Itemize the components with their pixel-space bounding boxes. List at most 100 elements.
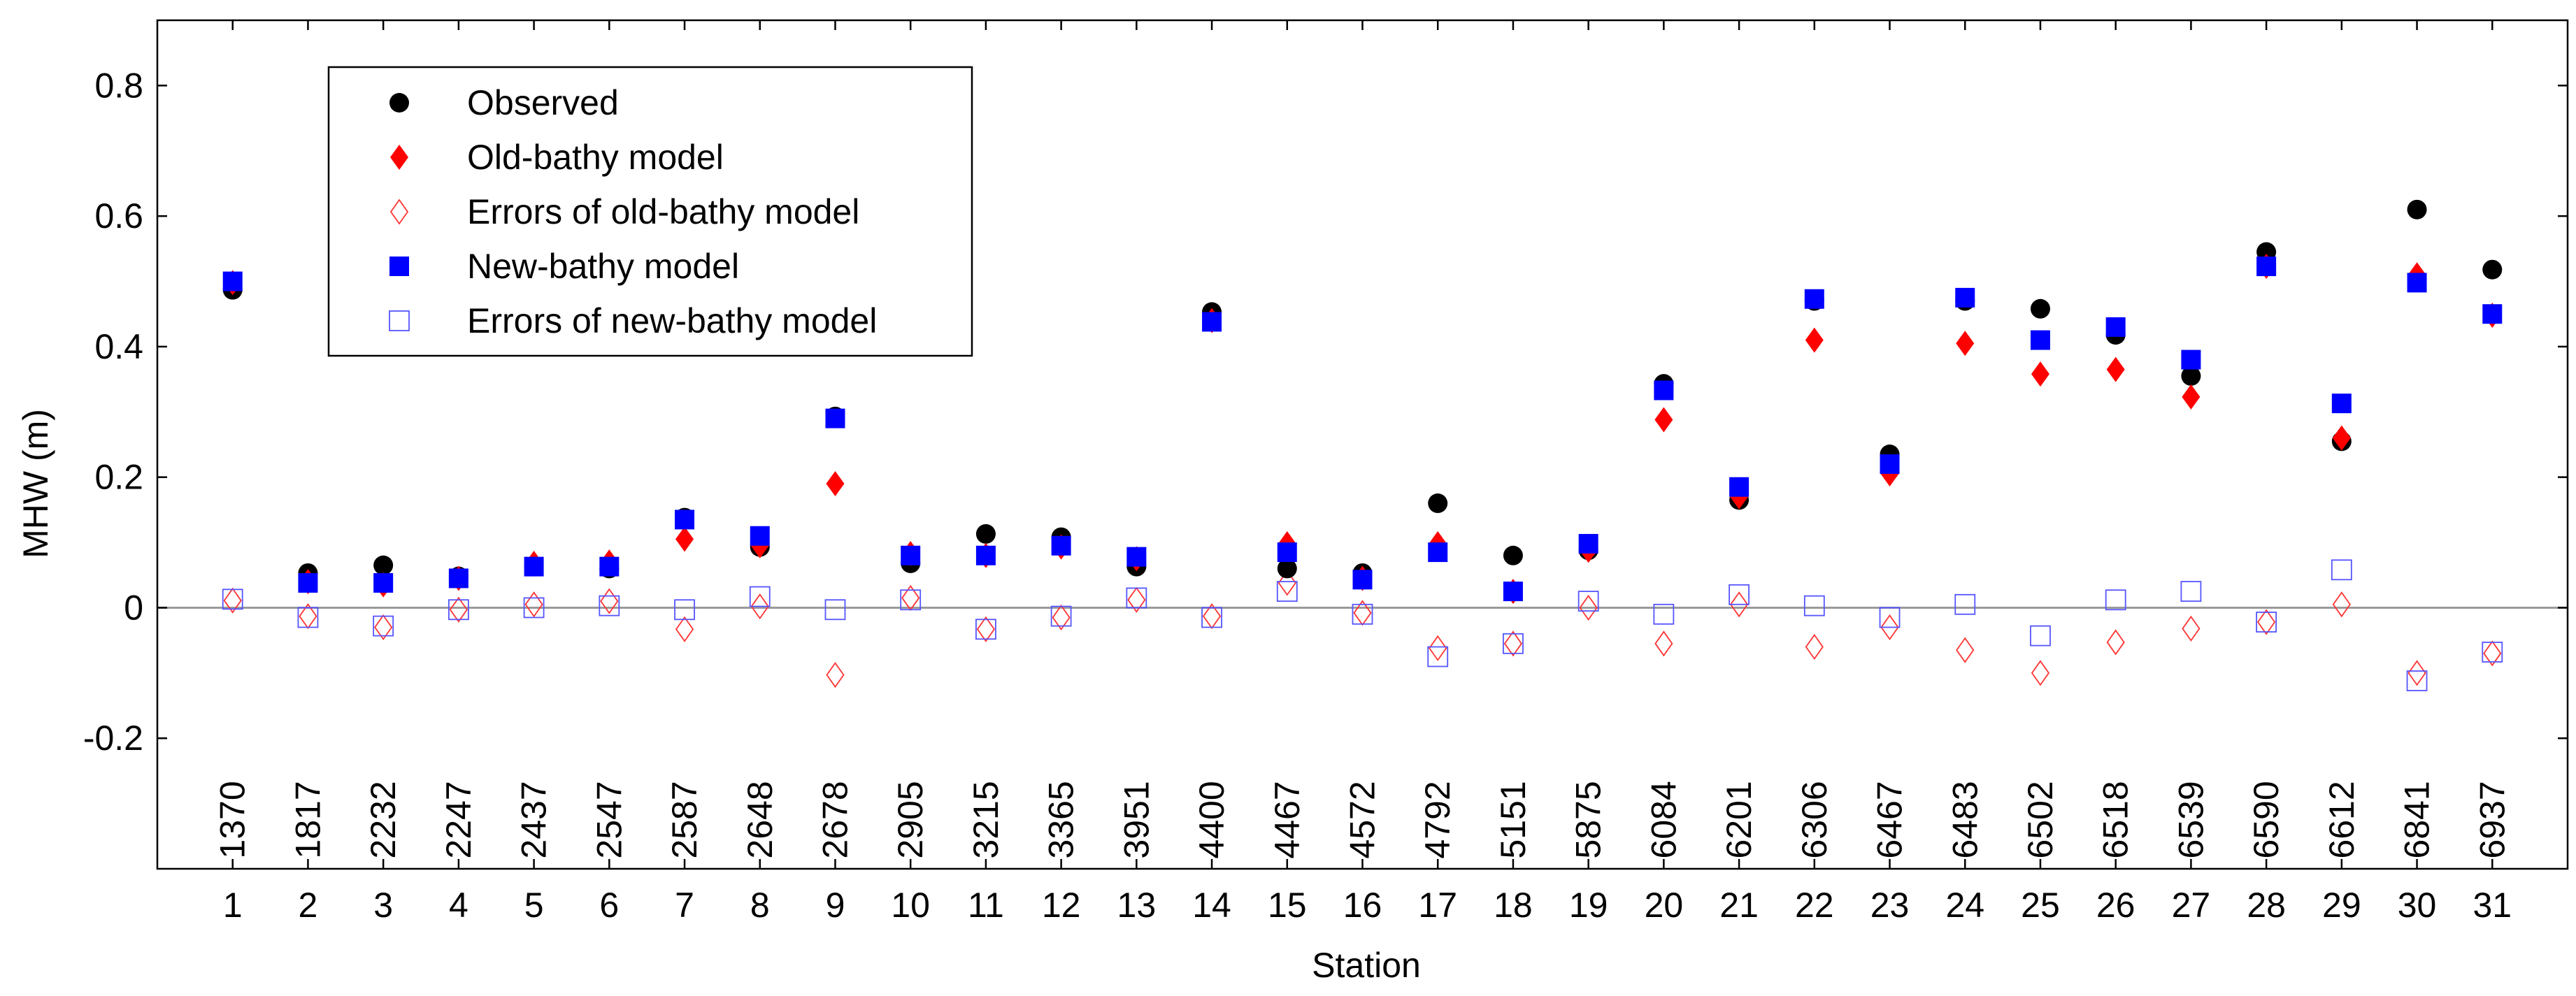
- y-tick-label: 0.2: [94, 458, 143, 497]
- data-point: [750, 526, 770, 546]
- station-id-label: 6467: [1870, 781, 1910, 858]
- x-tick-label: 27: [2172, 886, 2211, 925]
- data-point: [675, 616, 694, 642]
- data-point: [1805, 327, 1824, 353]
- data-point: [975, 619, 996, 640]
- data-point: [373, 572, 394, 593]
- data-point: [1277, 542, 1297, 563]
- station-id-label: 4572: [1343, 781, 1382, 858]
- station-id-label: 2547: [589, 781, 629, 858]
- x-tick-label: 19: [1569, 886, 1608, 925]
- y-tick-label: 0: [124, 588, 143, 627]
- legend-marker: [389, 310, 410, 331]
- x-tick-label: 26: [2096, 886, 2135, 925]
- station-id-label: 2437: [515, 781, 554, 858]
- x-tick-label: 25: [2021, 886, 2060, 925]
- data-point: [2030, 298, 2050, 319]
- data-point: [2331, 394, 2352, 414]
- data-point: [2106, 356, 2125, 382]
- data-point: [1278, 570, 1296, 596]
- data-point: [1503, 545, 1523, 565]
- legend-entry-label: Observed: [467, 83, 619, 122]
- data-point: [2256, 257, 2277, 277]
- data-point: [900, 589, 922, 611]
- data-point: [523, 597, 545, 619]
- data-point: [2482, 642, 2503, 663]
- data-point: [2483, 640, 2502, 667]
- station-id-label: 2905: [891, 781, 930, 858]
- station-id-label: 2232: [364, 781, 403, 858]
- data-point: [1202, 312, 1222, 332]
- data-point: [1954, 593, 1976, 615]
- data-point: [2031, 361, 2049, 387]
- data-point: [2407, 199, 2427, 219]
- data-point: [1427, 646, 1449, 667]
- data-point: [1127, 586, 1146, 613]
- station-id-label: 5151: [1494, 781, 1533, 858]
- x-tick-label: 12: [1042, 886, 1081, 925]
- data-point: [2332, 425, 2351, 451]
- data-point: [750, 593, 769, 620]
- data-point: [1503, 582, 1523, 602]
- series-errors-of-new-bathy-model: [222, 559, 2503, 691]
- station-id-label: 2678: [815, 781, 854, 858]
- data-point: [2030, 330, 2050, 350]
- data-point: [826, 471, 845, 497]
- x-tick-label: 28: [2247, 886, 2286, 925]
- x-tick-label: 3: [373, 886, 393, 925]
- data-point: [2407, 660, 2426, 686]
- data-point: [373, 555, 394, 575]
- legend-marker: [390, 145, 408, 170]
- data-point: [1201, 607, 1222, 628]
- data-point: [1653, 603, 1675, 625]
- x-tick-label: 9: [826, 886, 845, 925]
- station-id-label: 6502: [2021, 781, 2060, 858]
- x-tick-label: 17: [1418, 886, 1457, 925]
- data-point: [2257, 609, 2276, 635]
- x-tick-label: 16: [1343, 886, 1382, 925]
- station-id-label: 6483: [1945, 781, 1984, 858]
- station-id-labels: 1370 1817 2232 2247 2437 2547 2587 2648 2678 2905…: [213, 781, 2512, 858]
- data-point: [1503, 630, 1523, 657]
- data-point: [1880, 454, 1900, 475]
- data-point: [2106, 629, 2125, 656]
- data-point: [222, 589, 243, 610]
- data-point: [1803, 595, 1825, 616]
- data-point: [1503, 633, 1524, 654]
- x-tick-label: 31: [2473, 886, 2512, 925]
- data-point: [600, 588, 619, 614]
- data-point: [2181, 349, 2201, 370]
- data-point: [1805, 633, 1824, 661]
- data-point: [825, 408, 845, 428]
- data-point: [1052, 604, 1071, 631]
- data-point: [297, 607, 319, 628]
- x-tick-label: 13: [1117, 886, 1157, 925]
- data-point: [2482, 304, 2503, 324]
- x-axis-label: Station: [1312, 946, 1421, 985]
- data-point: [1955, 287, 1975, 308]
- data-point: [1729, 584, 1749, 605]
- data-point: [1804, 289, 1824, 309]
- data-point: [2181, 366, 2201, 386]
- x-tick-label: 14: [1192, 886, 1231, 925]
- legend-marker: [389, 257, 409, 276]
- x-tick-label: 8: [750, 886, 770, 925]
- station-id-label: 6612: [2322, 781, 2361, 858]
- x-tick-label: 21: [1719, 886, 1759, 925]
- data-point: [1880, 614, 1899, 641]
- data-point: [1956, 637, 1975, 663]
- data-point: [975, 524, 996, 544]
- y-tick-label: 0.4: [94, 327, 143, 366]
- data-point: [2182, 615, 2201, 642]
- data-point: [2482, 259, 2503, 280]
- y-tick-label: -0.2: [83, 719, 143, 758]
- x-tick-label: 5: [524, 886, 544, 925]
- data-point: [1050, 605, 1072, 627]
- y-tick-label: 0.6: [94, 196, 143, 236]
- data-point: [2407, 273, 2427, 293]
- data-point: [1429, 635, 1447, 661]
- data-point: [599, 556, 620, 577]
- data-point: [1654, 407, 1673, 433]
- y-axis-label: MHW (m): [16, 409, 55, 558]
